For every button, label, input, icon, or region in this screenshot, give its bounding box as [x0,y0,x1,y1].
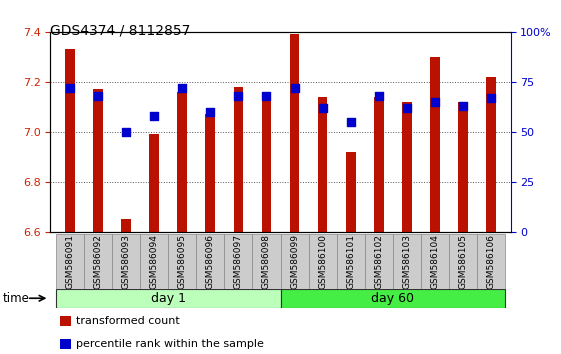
Bar [140,234,168,289]
Point [458,103,467,109]
Bar [84,234,112,289]
Point [290,85,299,91]
Bar [365,234,393,289]
Point [374,93,383,99]
Bar [337,234,365,289]
Bar [486,77,496,232]
Text: GSM586104: GSM586104 [430,234,439,289]
Text: GSM586097: GSM586097 [234,234,243,289]
Bar [224,234,252,289]
Text: percentile rank within the sample: percentile rank within the sample [76,339,264,349]
Text: GSM586098: GSM586098 [262,234,271,289]
Text: GDS4374 / 8112857: GDS4374 / 8112857 [50,23,191,37]
Bar [177,92,187,232]
Bar [289,34,300,232]
Bar [112,234,140,289]
Bar [374,97,384,232]
Point [262,93,271,99]
Point [66,85,75,91]
Text: time: time [3,292,30,305]
Bar [458,102,468,232]
Text: GSM586096: GSM586096 [206,234,215,289]
Text: GSM586105: GSM586105 [458,234,467,289]
Point [94,93,103,99]
Bar [477,234,505,289]
Text: GSM586099: GSM586099 [290,234,299,289]
Bar [318,97,328,232]
Point [346,119,355,125]
Text: transformed count: transformed count [76,316,180,326]
Text: GSM586106: GSM586106 [486,234,495,289]
Point [206,109,215,115]
Bar [280,289,505,308]
Point [430,99,439,105]
Bar [252,234,280,289]
Bar [121,219,131,232]
Bar [449,234,477,289]
Bar [430,57,440,232]
Text: day 1: day 1 [151,292,186,305]
Text: GSM586103: GSM586103 [402,234,411,289]
Text: GSM586102: GSM586102 [374,234,383,289]
Bar [93,89,103,232]
Bar [309,234,337,289]
Point [234,93,243,99]
Point [122,129,131,135]
Point [150,113,159,119]
Bar [205,114,215,232]
Point [486,95,495,101]
Bar [196,234,224,289]
Bar [149,135,159,232]
Bar [346,152,356,232]
Text: GSM586094: GSM586094 [150,234,159,289]
Bar [402,102,412,232]
Bar [233,87,243,232]
Point [402,105,411,111]
Text: GSM586093: GSM586093 [122,234,131,289]
Bar [59,339,71,349]
Bar [56,234,84,289]
Text: GSM586095: GSM586095 [178,234,187,289]
Text: GSM586092: GSM586092 [94,234,103,289]
Bar [280,234,309,289]
Bar [59,316,71,326]
Text: GSM586091: GSM586091 [66,234,75,289]
Text: GSM586101: GSM586101 [346,234,355,289]
Bar [65,49,75,232]
Bar [421,234,449,289]
Point [318,105,327,111]
Point [178,85,187,91]
Bar [393,234,421,289]
Text: day 60: day 60 [371,292,414,305]
Bar [168,234,196,289]
Text: GSM586100: GSM586100 [318,234,327,289]
Bar [261,92,272,232]
Bar [56,289,280,308]
